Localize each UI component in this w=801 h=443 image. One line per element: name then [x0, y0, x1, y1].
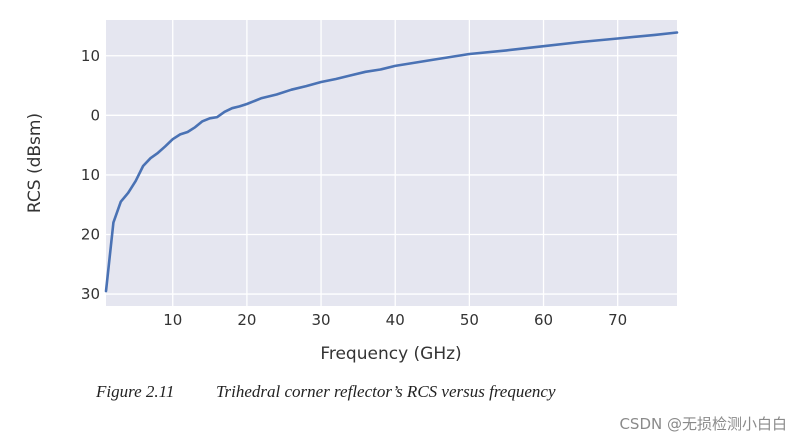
x-tick-label: 60	[534, 311, 553, 329]
rcs-series-line	[104, 31, 679, 293]
figure-caption-text: Trihedral corner reflector’s RCS versus …	[216, 382, 556, 401]
figure-number: Figure 2.11	[96, 382, 175, 401]
x-tick-label: 50	[460, 311, 479, 329]
grid-lines	[106, 20, 677, 306]
y-tick-label: 20	[81, 226, 100, 244]
x-axis-title: Frequency (GHz)	[320, 344, 461, 364]
y-axis-title: RCS (dBsm)	[25, 113, 45, 213]
x-tick-label: 10	[163, 311, 182, 329]
watermark: CSDN @无损检测小白白	[619, 415, 787, 433]
y-tick-label: 30	[81, 285, 100, 303]
x-tick-label: 30	[312, 311, 331, 329]
y-tick-label: 10	[81, 47, 100, 65]
rcs-frequency-chart: 10 20 30 40 50 60 70 10 0 10 20 30 Frequency (GHz)…	[25, 20, 679, 364]
y-tick-labels: 10 0 10 20 30	[81, 47, 100, 303]
figure-caption: Figure 2.11 Trihedral corner reflector’s …	[96, 382, 556, 402]
x-tick-label: 40	[386, 311, 405, 329]
x-tick-labels: 10 20 30 40 50 60 70	[163, 311, 627, 329]
y-tick-label: 0	[90, 106, 100, 124]
x-tick-label: 70	[608, 311, 627, 329]
plot-area	[106, 20, 677, 306]
y-tick-label: 10	[81, 166, 100, 184]
x-tick-label: 20	[237, 311, 256, 329]
